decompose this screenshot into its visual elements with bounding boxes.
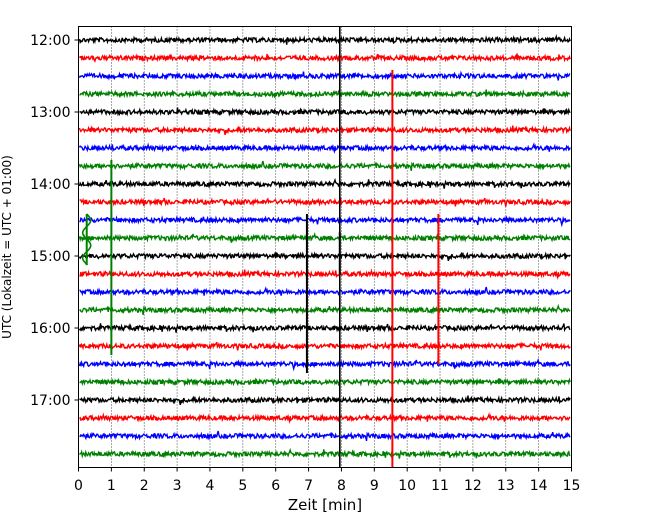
y-tick-label: 15:00 xyxy=(30,249,70,265)
seismogram-trace xyxy=(79,215,571,228)
plot-frame xyxy=(78,26,572,468)
seismogram-trace xyxy=(79,430,571,442)
x-tick-label: 8 xyxy=(337,478,346,494)
seismogram-trace xyxy=(78,341,571,351)
y-tick-label: 12:00 xyxy=(30,33,70,49)
seismogram-trace xyxy=(78,70,571,81)
x-tick-label: 5 xyxy=(238,478,247,494)
x-axis-title: Zeit [min] xyxy=(288,496,362,514)
seismogram-trace xyxy=(78,251,571,262)
seismogram-trace xyxy=(78,232,571,243)
seismogram-trace xyxy=(79,268,571,280)
x-axis-ticks: 0 1 2 3 4 5 6 7 8 9 10 11 12 13 14 15 xyxy=(74,467,581,494)
seismogram-trace xyxy=(79,286,571,297)
event-signals xyxy=(81,26,440,468)
y-axis-ticks: 12:00 13:00 14:00 15:00 16:00 17:00 xyxy=(30,33,79,409)
x-tick-label: 4 xyxy=(206,478,215,494)
seismogram-trace xyxy=(79,303,571,316)
x-tick-label: 6 xyxy=(271,478,280,494)
seismogram-trace xyxy=(78,358,571,372)
x-tick-label: 12 xyxy=(464,478,482,494)
seismogram-trace xyxy=(78,323,571,333)
seismogram-trace xyxy=(78,160,571,172)
seismogram-trace xyxy=(79,89,571,99)
x-tick-label: 10 xyxy=(398,478,416,494)
x-tick-label: 2 xyxy=(140,478,149,494)
seismogram-trace xyxy=(78,412,571,424)
x-tick-label: 9 xyxy=(370,478,379,494)
y-tick-label: 14:00 xyxy=(30,177,70,193)
x-tick-label: 0 xyxy=(74,478,83,494)
seismogram-trace xyxy=(78,142,571,154)
seismogram-trace xyxy=(79,395,571,406)
y-tick-label: 16:00 xyxy=(30,321,70,337)
x-tick-label: 15 xyxy=(563,478,581,494)
y-tick-label: 13:00 xyxy=(30,105,70,121)
seismogram-trace xyxy=(78,125,571,136)
x-tick-label: 3 xyxy=(173,478,182,494)
x-tick-label: 14 xyxy=(530,478,548,494)
seismogram-trace xyxy=(78,33,571,45)
seismogram-trace xyxy=(79,197,571,207)
x-tick-label: 7 xyxy=(304,478,313,494)
x-tick-label: 13 xyxy=(497,478,515,494)
event-wiggle xyxy=(81,213,92,266)
seismogram-trace xyxy=(78,53,571,63)
seismogram-trace xyxy=(79,107,571,117)
y-tick-label: 17:00 xyxy=(30,393,70,409)
seismogram-trace xyxy=(78,447,571,459)
x-tick-label: 1 xyxy=(107,478,116,494)
x-tick-label: 11 xyxy=(431,478,449,494)
seismogram-traces xyxy=(78,33,571,459)
seismogram-trace xyxy=(78,177,571,189)
seismogram-trace xyxy=(79,377,571,387)
y-axis-title: UTC (Lokalzeit = UTC + 01:00) xyxy=(0,155,14,339)
